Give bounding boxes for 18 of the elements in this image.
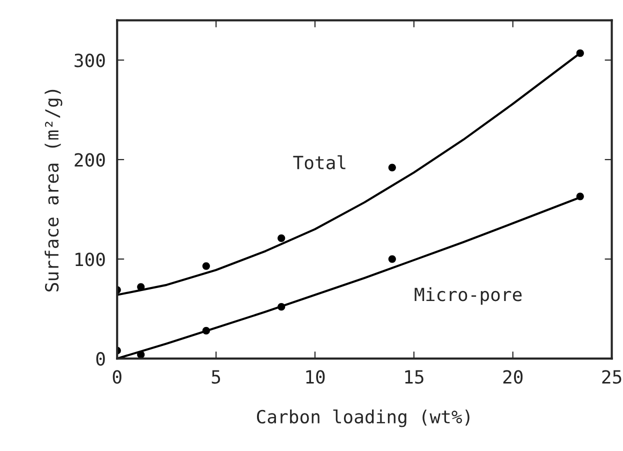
point — [388, 255, 396, 263]
x-tick-label: 15 — [405, 370, 424, 384]
annotation: Total — [293, 155, 346, 170]
annotation: Micro-pore — [414, 287, 522, 305]
y-tick-label: 100 — [76, 252, 105, 266]
point — [202, 262, 210, 270]
y-axis-title: Surface area (m²/g) — [44, 90, 62, 292]
x-tick-label: 5 — [212, 370, 220, 384]
y-tick-label: 200 — [74, 153, 105, 167]
x-tick-label: 20 — [503, 370, 523, 384]
x-axis-title: Carbon loading (wt%) — [256, 409, 470, 428]
y-tick-label: 300 — [74, 54, 105, 68]
x-tick-label: 10 — [306, 370, 325, 384]
point — [278, 234, 286, 242]
x-tick-label: 25 — [602, 370, 622, 384]
y-tick-label: 0 — [96, 352, 105, 366]
x-tick-label: 0 — [112, 370, 122, 384]
point — [388, 164, 396, 172]
